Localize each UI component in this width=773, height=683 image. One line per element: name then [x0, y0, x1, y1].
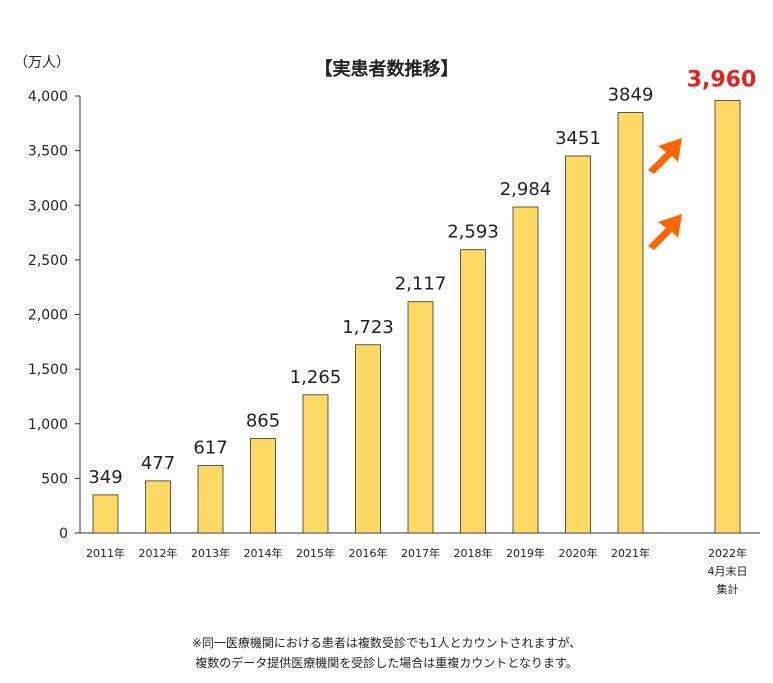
- y-tick-label: 1,000: [28, 417, 68, 433]
- y-axis-unit-label: （万人）: [14, 55, 70, 71]
- bar: [302, 394, 329, 534]
- x-tick-label: 2015年: [296, 546, 335, 560]
- data-label: 349: [88, 467, 122, 488]
- x-tick-label: 2019年: [506, 546, 545, 560]
- x-tick-label: 2013年: [191, 546, 230, 560]
- bar: [145, 480, 171, 534]
- x-tick-label: 2022年: [708, 546, 747, 560]
- bar: [512, 206, 539, 534]
- y-tick-label: 2,000: [28, 308, 68, 324]
- x-tick-label: 4月末日: [708, 564, 748, 578]
- bar: [460, 249, 486, 534]
- x-tick-label: 2017年: [401, 546, 440, 560]
- y-tick-label: 2,500: [28, 253, 68, 269]
- y-tick-label: 4,000: [28, 89, 68, 105]
- y-tick-label: 500: [41, 471, 68, 487]
- data-label: 1,723: [342, 317, 394, 338]
- bar: [355, 344, 381, 534]
- bar: [250, 438, 276, 534]
- chart-title: 【実患者数推移】: [314, 59, 459, 80]
- footnote-line-2: 複数のデータ提供医療機関を受診した場合は重複カウントとなります。: [195, 656, 578, 670]
- data-label: 3849: [608, 84, 654, 105]
- data-label: 477: [141, 453, 175, 474]
- up-arrow-icon: [648, 138, 682, 174]
- bar: [407, 301, 434, 534]
- x-tick-label: 2012年: [139, 546, 178, 560]
- x-tick-label: 2014年: [244, 546, 283, 560]
- bar: [714, 99, 741, 534]
- bar: [197, 465, 224, 534]
- bar: [92, 494, 119, 534]
- y-tick-label: 1,500: [28, 362, 68, 378]
- data-label: 865: [246, 410, 280, 431]
- bar: [565, 155, 591, 534]
- data-label: 2,984: [500, 179, 552, 200]
- x-tick-label: 2011年: [86, 546, 125, 560]
- x-tick-label: 2018年: [454, 546, 493, 560]
- data-label: 3,960: [687, 67, 757, 92]
- footnote-line-1: ※同一医療機関における患者は複数受診でも1人とカウントされますが、: [191, 636, 582, 650]
- y-tick-label: 3,000: [28, 198, 68, 214]
- x-tick-label: 2020年: [559, 546, 598, 560]
- y-tick-label: 3,500: [28, 144, 68, 160]
- x-tick-label: 集計: [717, 582, 739, 596]
- y-tick-label: 0: [59, 526, 68, 542]
- x-tick-label: 2016年: [349, 546, 388, 560]
- data-label: 617: [193, 438, 227, 459]
- data-label: 3451: [555, 128, 601, 149]
- data-label: 2,117: [395, 274, 447, 295]
- x-tick-label: 2021年: [611, 546, 650, 560]
- bar: [617, 112, 644, 534]
- up-arrow-icon: [648, 214, 682, 250]
- data-label: 2,593: [447, 222, 499, 243]
- data-label: 1,265: [290, 367, 342, 388]
